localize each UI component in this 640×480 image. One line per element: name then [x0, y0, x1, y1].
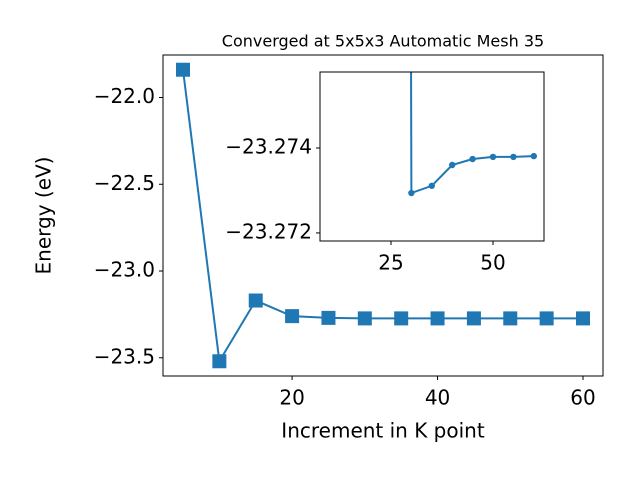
marker [430, 311, 445, 326]
x-tick-label: 60 [570, 386, 595, 410]
plot-layer [176, 62, 590, 369]
marker [321, 310, 336, 325]
marker [539, 311, 554, 326]
marker [530, 152, 537, 160]
x-tick-label: 25 [378, 251, 403, 275]
axes-frame [162, 54, 604, 377]
marker [576, 311, 590, 326]
x-tick-label: 20 [279, 386, 304, 410]
plot-layer [408, 72, 537, 197]
marker [408, 189, 415, 197]
y-tick-label: −22.5 [94, 171, 155, 195]
marker [357, 311, 372, 326]
marker [428, 182, 435, 189]
series-line [410, 72, 534, 195]
chart-title: Converged at 5x5x3 Automatic Mesh 35 [222, 32, 544, 51]
marker [285, 309, 300, 324]
marker [394, 311, 409, 326]
x-tick-label: 40 [425, 386, 450, 410]
x-axis-label: Increment in K point [281, 419, 485, 443]
marker [212, 354, 227, 369]
y-tick-label: −23.274 [225, 135, 312, 159]
marker [503, 311, 518, 326]
marker [469, 155, 476, 163]
marker [510, 153, 517, 161]
y-tick-label: −22.0 [94, 84, 155, 108]
marker [448, 161, 456, 169]
marker [489, 153, 497, 161]
x-tick-label: 50 [480, 251, 505, 275]
y-tick-label: −23.5 [94, 344, 155, 368]
marker [466, 311, 481, 326]
marker [248, 293, 263, 308]
y-axis-label: Energy (eV) [32, 157, 56, 275]
y-tick-label: −23.272 [225, 219, 312, 243]
marker [176, 62, 190, 77]
axes-frame [319, 71, 545, 242]
y-tick-label: −23.0 [94, 258, 155, 282]
